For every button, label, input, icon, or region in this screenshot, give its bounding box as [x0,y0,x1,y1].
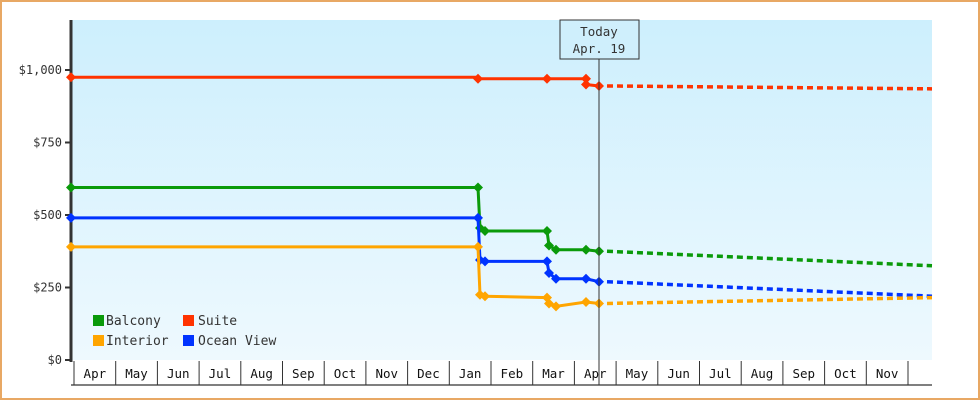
y-tick-label: $0 [48,353,62,367]
data-point-marker[interactable] [581,79,591,90]
data-point-marker[interactable] [551,244,561,255]
x-month-label: Jul [209,366,232,381]
x-month-label: Nov [876,366,899,381]
data-point-marker[interactable] [66,72,76,83]
x-month-label: Sep [792,366,815,381]
data-point-marker[interactable] [473,182,483,193]
legend-item-balcony: Balcony [93,314,161,329]
svg-text:Suite: Suite [198,314,237,329]
x-month-label: Apr [584,366,607,381]
data-point-marker[interactable] [544,240,554,251]
legend-item-interior: Interior [93,334,169,349]
x-month-label: Oct [334,366,357,381]
data-point-marker[interactable] [542,225,552,236]
x-month-label: Nov [375,366,398,381]
data-point-marker[interactable] [480,291,490,302]
x-month-label: Sep [292,366,315,381]
x-month-label: Dec [417,366,440,381]
y-tick-label: $500 [33,208,62,222]
x-month-label: Apr [84,366,107,381]
data-point-marker[interactable] [551,273,561,284]
data-point-marker[interactable] [480,256,490,267]
balcony-swatch-icon [93,315,104,326]
data-point-marker[interactable] [544,268,554,278]
interior-swatch-icon [93,335,104,346]
data-point-marker[interactable] [581,244,591,255]
data-point-marker[interactable] [581,297,591,307]
data-point-marker[interactable] [551,301,561,312]
data-point-marker[interactable] [66,212,76,223]
data-point-marker[interactable] [542,256,552,267]
plot-area [71,20,932,360]
svg-text:Ocean View: Ocean View [198,334,276,349]
data-point-marker[interactable] [581,73,591,84]
data-point-marker[interactable] [542,73,552,84]
x-month-label: Jul [709,366,732,381]
series-balcony [66,182,933,268]
x-axis: Apr May Jun Jul Aug Sep Oct Nov Dec Jan Feb Mar Apr M… [71,361,932,386]
x-month-label: Oct [834,366,857,381]
data-point-marker[interactable] [581,273,591,284]
today-date: Apr. 19 [573,41,626,56]
x-month-label: Mar [542,366,565,381]
today-marker: Today Apr. 19 [559,19,640,385]
x-month-label: Jan [459,366,482,381]
x-month-label: May [626,366,649,381]
legend-item-suite: Suite [183,314,237,329]
y-tick-label: $750 [33,136,62,150]
data-point-marker[interactable] [480,225,490,236]
y-tick-label: $1,000 [19,63,62,77]
series-lines [66,72,933,312]
x-month-label: Jun [667,366,690,381]
suite-swatch-icon [183,315,194,326]
x-month-label: Aug [250,366,273,381]
svg-text:Balcony: Balcony [106,314,161,329]
data-point-marker[interactable] [473,73,483,84]
series-suite [66,72,933,91]
svg-text:Interior: Interior [106,334,169,349]
data-point-marker[interactable] [66,182,76,193]
data-point-marker[interactable] [66,241,76,252]
legend-item-ocean-view: Ocean View [183,334,276,349]
data-point-marker[interactable] [473,212,483,223]
y-axis: $0 $250 $500 $750 $1,000 [19,20,73,367]
y-tick-label: $250 [33,281,62,295]
today-label: Today [580,24,618,39]
ocean-view-swatch-icon [183,335,194,346]
x-month-label: Feb [501,366,524,381]
legend: Balcony Suite Interior Ocean View [93,314,276,349]
x-month-label: Aug [751,366,774,381]
x-month-label: Jun [167,366,190,381]
data-point-marker[interactable] [473,241,483,252]
x-month-label: May [125,366,148,381]
series-interior [66,241,933,312]
